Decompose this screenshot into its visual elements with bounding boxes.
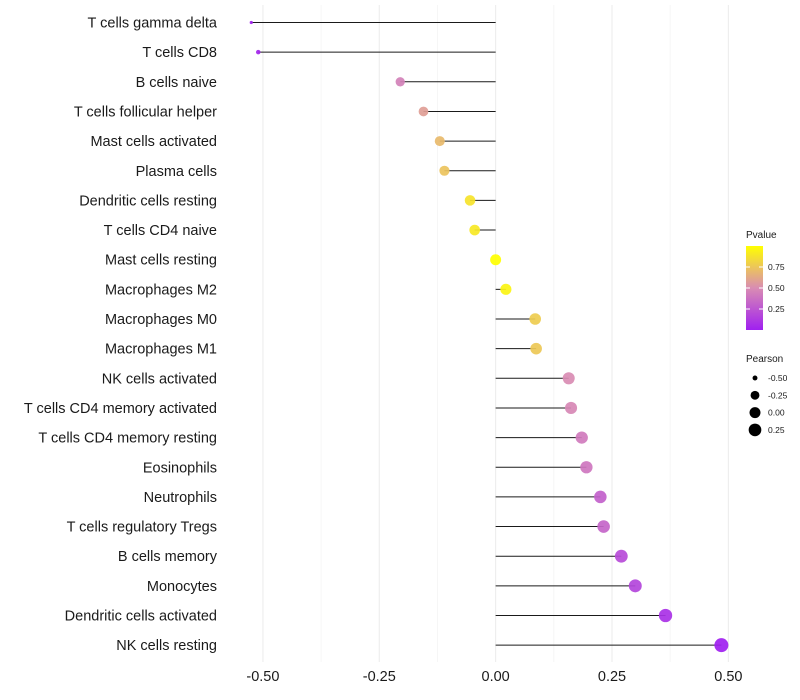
category-label: Dendritic cells activated <box>65 609 217 625</box>
category-label: B cells naive <box>136 75 217 91</box>
category-label: T cells CD8 <box>142 45 217 61</box>
pvalue-colorbar <box>746 246 763 330</box>
pearson-legend-items: -0.50 -0.25 0.00 0.25 <box>748 373 788 437</box>
pearson-legend-dot <box>750 390 760 400</box>
x-tick-label: -0.25 <box>363 669 396 685</box>
category-label: Macrophages M0 <box>105 312 217 328</box>
category-label: Monocytes <box>147 579 217 595</box>
grid-lines <box>262 5 729 662</box>
category-label: NK cells activated <box>102 371 217 387</box>
lollipop-point <box>500 283 512 295</box>
category-label: Macrophages M2 <box>105 282 217 298</box>
pvalue-tick-label: 0.25 <box>768 304 785 314</box>
pvalue-legend: Pvalue 0.25 0.50 0.75 <box>746 230 785 330</box>
category-label: T cells gamma delta <box>88 16 218 32</box>
category-label: T cells CD4 memory resting <box>38 431 217 447</box>
lollipop-point <box>562 372 575 385</box>
x-tick-label: 0.50 <box>714 669 742 685</box>
category-label: Plasma cells <box>136 164 217 180</box>
category-label: Neutrophils <box>144 490 217 506</box>
pearson-legend-title: Pearson <box>746 354 783 365</box>
category-axis-labels: T cells gamma delta T cells CD8 B cells na… <box>24 16 218 655</box>
x-tick-label: -0.50 <box>246 669 279 685</box>
pvalue-tick-label: 0.50 <box>768 283 785 293</box>
category-label: T cells regulatory Tregs <box>67 520 217 536</box>
pearson-legend-dot <box>748 423 762 437</box>
lollipop-point <box>530 342 542 355</box>
lollipop-point <box>658 608 673 623</box>
pvalue-legend-ticks: 0.25 0.50 0.75 <box>746 262 785 314</box>
lollipop-point <box>628 579 642 593</box>
lollipop-point <box>714 638 729 653</box>
lollipop-point <box>418 106 429 117</box>
lollipop-stems <box>251 22 722 646</box>
x-tick-label: 0.00 <box>482 669 510 685</box>
lollipop-point <box>255 49 261 55</box>
lollipop-point <box>439 165 450 176</box>
category-label: T cells CD4 memory activated <box>24 401 217 417</box>
lollipop-point <box>434 136 445 147</box>
lollipop-point <box>597 520 610 533</box>
pearson-legend-label: 0.25 <box>768 425 785 435</box>
pearson-legend-label: -0.25 <box>768 390 788 400</box>
lollipop-points <box>249 20 729 653</box>
lollipop-point <box>594 490 607 504</box>
pearson-legend-label: 0.00 <box>768 408 785 418</box>
lollipop-point <box>580 461 593 474</box>
lollipop-point <box>249 20 253 25</box>
lollipop-point <box>564 401 578 415</box>
category-label: Eosinophils <box>143 460 217 476</box>
x-tick-label: 0.25 <box>598 669 626 685</box>
pvalue-legend-title: Pvalue <box>746 230 777 241</box>
lollipop-point <box>395 77 405 87</box>
lollipop-point <box>575 431 588 444</box>
pearson-legend-dot <box>749 407 761 419</box>
lollipop-point <box>469 224 481 236</box>
pearson-legend-dot <box>752 375 758 381</box>
category-label: Macrophages M1 <box>105 342 217 358</box>
lollipop-point <box>490 254 502 266</box>
lollipop-point <box>529 313 541 325</box>
category-label: Mast cells resting <box>105 253 217 269</box>
lollipop-point <box>464 195 476 206</box>
pearson-legend-label: -0.50 <box>768 373 788 383</box>
x-axis-tick-labels: -0.50 -0.25 0.00 0.25 0.50 <box>246 669 742 685</box>
category-label: T cells follicular helper <box>74 104 217 120</box>
category-label: NK cells resting <box>116 638 217 654</box>
category-label: Dendritic cells resting <box>79 193 217 209</box>
category-label: B cells memory <box>118 549 218 565</box>
category-label: T cells CD4 naive <box>104 223 217 239</box>
pearson-legend: Pearson -0.50 -0.25 0.00 0.25 <box>746 354 788 437</box>
lollipop-point <box>614 549 628 563</box>
pvalue-tick-label: 0.75 <box>768 262 785 272</box>
category-label: Mast cells activated <box>90 134 217 150</box>
